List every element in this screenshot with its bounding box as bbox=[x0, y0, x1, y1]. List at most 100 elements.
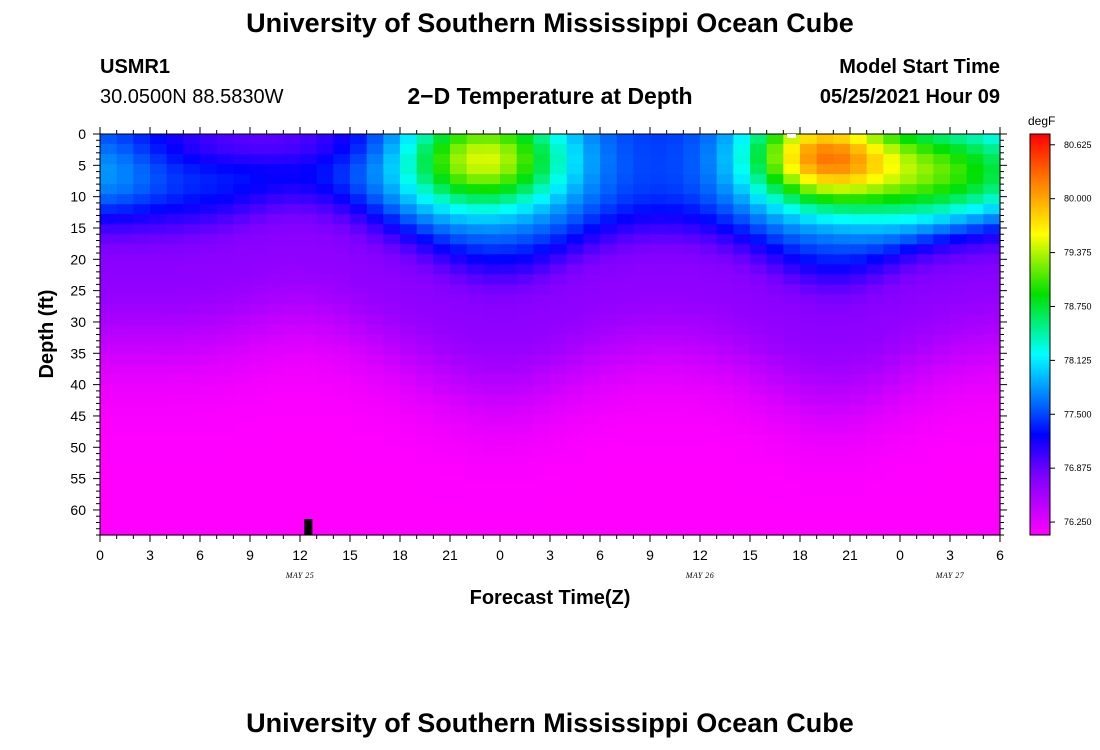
heatmap-cell bbox=[466, 314, 484, 326]
heatmap-cell bbox=[883, 384, 901, 396]
heatmap-cell bbox=[866, 264, 884, 275]
heatmap-cell bbox=[350, 414, 368, 426]
heatmap-cell bbox=[183, 514, 201, 526]
heatmap-cell bbox=[616, 334, 634, 346]
heatmap-cell bbox=[700, 334, 718, 346]
heatmap-cell bbox=[466, 274, 484, 285]
heatmap-cell bbox=[883, 224, 901, 235]
heatmap-cell bbox=[366, 394, 384, 406]
heatmap-cell bbox=[400, 224, 418, 235]
heatmap-cell bbox=[100, 134, 118, 145]
heatmap-cell bbox=[266, 354, 284, 366]
heatmap-cell bbox=[550, 364, 568, 376]
heatmap-cell bbox=[900, 164, 918, 175]
heatmap-cell bbox=[466, 364, 484, 376]
heatmap-cell bbox=[316, 404, 334, 416]
heatmap-cell bbox=[150, 204, 168, 215]
heatmap-cell bbox=[133, 374, 151, 386]
heatmap-cell bbox=[716, 224, 734, 235]
heatmap-cell bbox=[216, 164, 234, 175]
heatmap-cell bbox=[983, 134, 1001, 145]
heatmap-cell bbox=[600, 264, 618, 275]
heatmap-cell bbox=[150, 364, 168, 376]
heatmap-cell bbox=[550, 514, 568, 526]
heatmap-cell bbox=[183, 474, 201, 486]
heatmap-cell bbox=[183, 154, 201, 165]
heatmap-cell bbox=[866, 484, 884, 496]
heatmap-cell bbox=[916, 464, 934, 476]
heatmap-cell bbox=[883, 504, 901, 516]
heatmap-cell bbox=[766, 294, 784, 306]
heatmap-cell bbox=[833, 414, 851, 426]
heatmap-cell bbox=[183, 144, 201, 155]
heatmap-cell bbox=[100, 454, 118, 466]
heatmap-cell bbox=[150, 244, 168, 255]
heatmap-cell bbox=[400, 234, 418, 245]
heatmap-cell bbox=[333, 154, 351, 165]
heatmap-cell bbox=[633, 394, 651, 406]
heatmap-cell bbox=[516, 154, 534, 165]
heatmap-cell bbox=[583, 394, 601, 406]
heatmap-cell bbox=[233, 224, 251, 235]
heatmap-cell bbox=[500, 324, 518, 336]
chart-title: 2−D Temperature at Depth bbox=[407, 83, 693, 109]
heatmap-cell bbox=[866, 424, 884, 436]
heatmap-cell bbox=[433, 224, 451, 235]
heatmap-cell bbox=[416, 474, 434, 486]
heatmap-cell bbox=[200, 274, 218, 285]
heatmap-cell bbox=[166, 494, 184, 506]
heatmap-cell bbox=[400, 444, 418, 456]
heatmap-cell bbox=[233, 354, 251, 366]
heatmap-cell bbox=[716, 134, 734, 145]
heatmap-cell bbox=[400, 284, 418, 296]
heatmap-cell bbox=[750, 314, 768, 326]
heatmap-cell bbox=[766, 344, 784, 356]
heatmap-cell bbox=[966, 394, 984, 406]
heatmap-cell bbox=[283, 394, 301, 406]
heatmap-cell bbox=[666, 294, 684, 306]
heatmap-cell bbox=[416, 434, 434, 446]
heatmap-cell bbox=[900, 424, 918, 436]
heatmap-cell bbox=[183, 254, 201, 265]
heatmap-cell bbox=[233, 454, 251, 466]
heatmap-cell bbox=[383, 134, 401, 145]
heatmap-cell bbox=[316, 484, 334, 496]
heatmap-cell bbox=[866, 284, 884, 296]
x-tick-label: 0 bbox=[896, 547, 904, 563]
heatmap-cell bbox=[400, 134, 418, 145]
heatmap-cell bbox=[450, 174, 468, 185]
heatmap-cell bbox=[916, 454, 934, 466]
heatmap-cell bbox=[633, 174, 651, 185]
heatmap-cell bbox=[450, 224, 468, 235]
heatmap-cell bbox=[816, 334, 834, 346]
heatmap-cell bbox=[750, 164, 768, 175]
heatmap-cell bbox=[750, 334, 768, 346]
heatmap-cell bbox=[350, 454, 368, 466]
heatmap-cell bbox=[383, 284, 401, 296]
heatmap-cell bbox=[600, 364, 618, 376]
heatmap-cell bbox=[116, 354, 134, 366]
heatmap-cell bbox=[716, 424, 734, 436]
heatmap-cell bbox=[750, 144, 768, 155]
model-start-value: 05/25/2021 Hour 09 bbox=[819, 86, 1000, 108]
heatmap-cell bbox=[166, 504, 184, 516]
heatmap-cell bbox=[416, 454, 434, 466]
heatmap-cell bbox=[583, 464, 601, 476]
heatmap-cell bbox=[150, 194, 168, 205]
heatmap-cell bbox=[216, 154, 234, 165]
heatmap-cell bbox=[816, 164, 834, 175]
heatmap-cell bbox=[683, 164, 701, 175]
heatmap-cell bbox=[666, 174, 684, 185]
heatmap-cell bbox=[150, 174, 168, 185]
heatmap-cell bbox=[966, 144, 984, 155]
heatmap-cell bbox=[333, 444, 351, 456]
heatmap-cell bbox=[300, 354, 318, 366]
heatmap-cell bbox=[600, 424, 618, 436]
heatmap-cell bbox=[650, 194, 668, 205]
heatmap-cell bbox=[833, 404, 851, 416]
heatmap-cell bbox=[566, 174, 584, 185]
heatmap-cell bbox=[350, 444, 368, 456]
heatmap-cell bbox=[466, 524, 484, 536]
heatmap-cell bbox=[633, 364, 651, 376]
heatmap-cell bbox=[716, 254, 734, 265]
